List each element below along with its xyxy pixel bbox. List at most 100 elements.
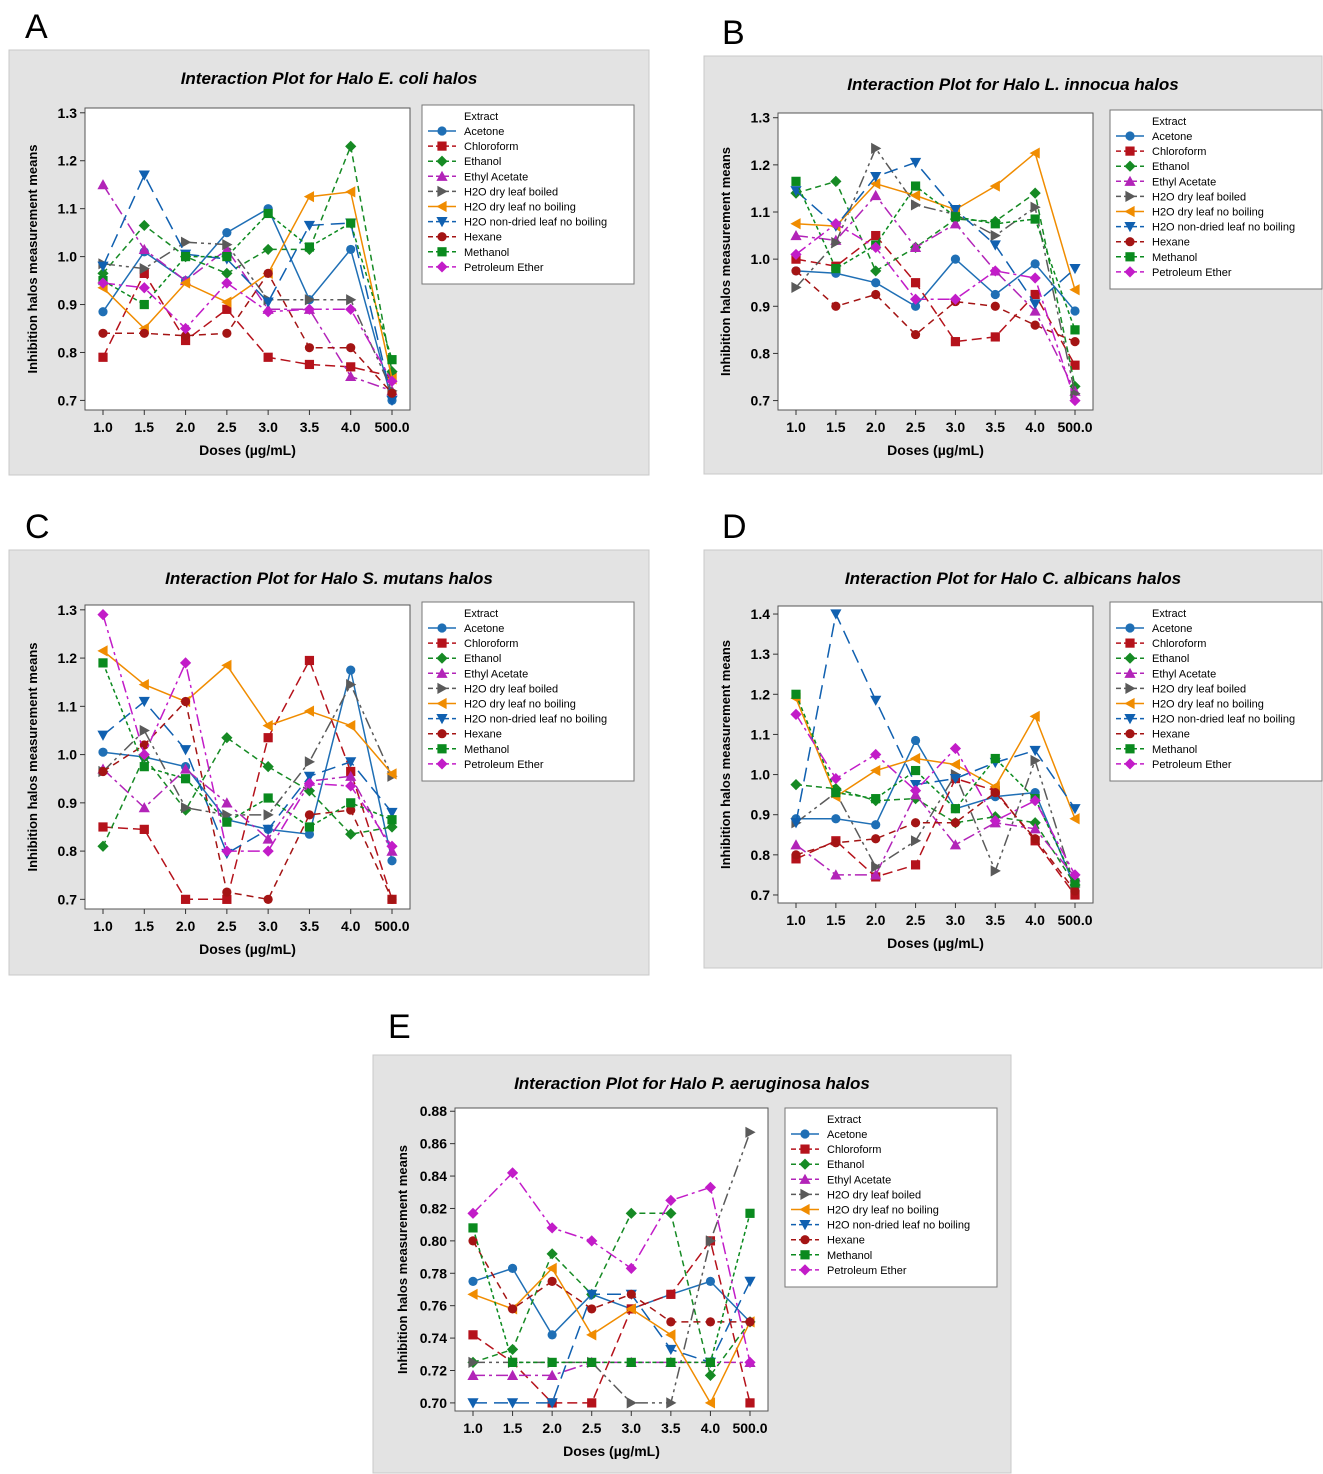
y-tick-label: 1.0 [58,747,78,763]
data-point [626,1397,637,1409]
data-point [910,860,921,870]
data-point [1029,710,1040,722]
data-point [345,770,357,781]
series-petroleum-ether [97,277,398,387]
data-point [345,780,357,792]
series-line [795,611,1076,823]
data-point [626,1289,636,1299]
data-point [468,1236,478,1246]
y-tick-label: 0.8 [58,843,78,859]
data-point [666,1397,677,1409]
y-tick-label: 0.7 [58,891,78,907]
data-point [345,757,357,768]
legend-marker [437,126,447,136]
series-line [473,1132,751,1404]
data-point [909,241,922,252]
panel-letter-e: E [388,1008,411,1046]
series-line [102,241,393,392]
legend-title: Extract [464,111,498,123]
data-point [990,289,1000,300]
data-point [386,807,398,819]
data-point [180,774,191,784]
data-point [304,359,315,370]
data-point [547,1357,557,1367]
legend: Extract Acetone Chloroform Ethanol Ethyl Ace… [1109,109,1323,290]
data-point [97,645,108,657]
legend-entry-h2o-dry-leaf-no-boiling: H2O dry leaf no boiling [464,202,576,214]
data-point [507,1357,518,1367]
data-point [871,278,881,288]
series-hexane [98,696,397,904]
legend-entry-ethyl-acetate: Ethyl Acetate [1152,176,1216,188]
legend-marker [1125,252,1135,262]
data-point [507,1263,518,1274]
x-tick-label: 1.5 [135,918,155,934]
data-point [790,218,801,230]
y-tick-label: 1.1 [58,201,78,217]
y-tick-label: 0.76 [420,1298,447,1314]
data-point [468,1276,478,1286]
data-point [586,1289,598,1300]
data-point [222,328,232,338]
data-point [870,265,882,277]
legend-title: Extract [1152,608,1186,620]
x-tick-label: 2.5 [217,918,237,934]
legend-marker [436,217,448,228]
data-point [871,142,882,154]
series-line [472,1213,751,1364]
data-point [468,1330,478,1340]
data-point [909,157,922,169]
legend-entry-hexane: Hexane [1152,237,1190,249]
data-point [870,189,882,201]
legend-marker [437,247,447,257]
data-point [1029,817,1041,829]
data-point [468,1356,479,1368]
series-line [102,282,393,382]
legend-marker [1124,652,1136,664]
y-tick-label: 0.7 [58,392,78,408]
legend-entry-h2o-dry-leaf-no-boiling: H2O dry leaf no boiling [1152,699,1264,711]
data-point [870,172,882,183]
legend-marker [800,1235,810,1245]
y-tick-label: 1.0 [751,767,771,783]
y-tick-label: 0.9 [58,297,78,313]
data-point [221,296,232,308]
data-point [949,839,962,850]
legend-marker [1125,146,1135,156]
legend-entry-h2o-non-dried-leaf-no-boiling: H2O non-dried leaf no boiling [464,217,607,229]
legend-entry-acetone: Acetone [1152,131,1192,143]
data-point [98,822,108,832]
series-ethyl-acetate [790,789,1081,882]
data-point [222,304,232,314]
x-tick-label: 2.0 [176,419,196,435]
legend-entry-hexane: Hexane [1152,729,1190,741]
y-tick-label: 1.2 [58,153,78,169]
data-point [1029,147,1040,159]
data-point [909,752,921,765]
data-point [665,1329,676,1341]
data-point [97,277,109,289]
y-tick-label: 0.88 [420,1103,447,1119]
x-axis-label: Doses (µg/mL) [887,935,984,951]
data-point [346,798,356,808]
x-tick-label: 2.0 [542,1420,562,1436]
data-point [990,332,1000,342]
data-point [1030,834,1040,844]
data-point [346,343,356,353]
series-line [102,682,393,816]
legend-entry-chloroform: Chloroform [464,141,518,153]
legend-marker [800,1188,811,1200]
data-point [263,733,273,743]
data-point [625,1303,636,1315]
series-line [472,1267,751,1405]
legend-entry-h2o-non-dried-leaf-no-boiling: H2O non-dried leaf no boiling [827,1220,970,1232]
series-line [795,791,1076,892]
data-point [990,753,1000,764]
x-axis-label: Doses (µg/mL) [199,442,296,458]
data-point [98,747,108,757]
data-point [262,306,274,318]
x-tick-label: 1.5 [826,912,846,928]
y-tick-label: 1.0 [751,251,771,267]
panel-letter-a: A [25,8,48,46]
